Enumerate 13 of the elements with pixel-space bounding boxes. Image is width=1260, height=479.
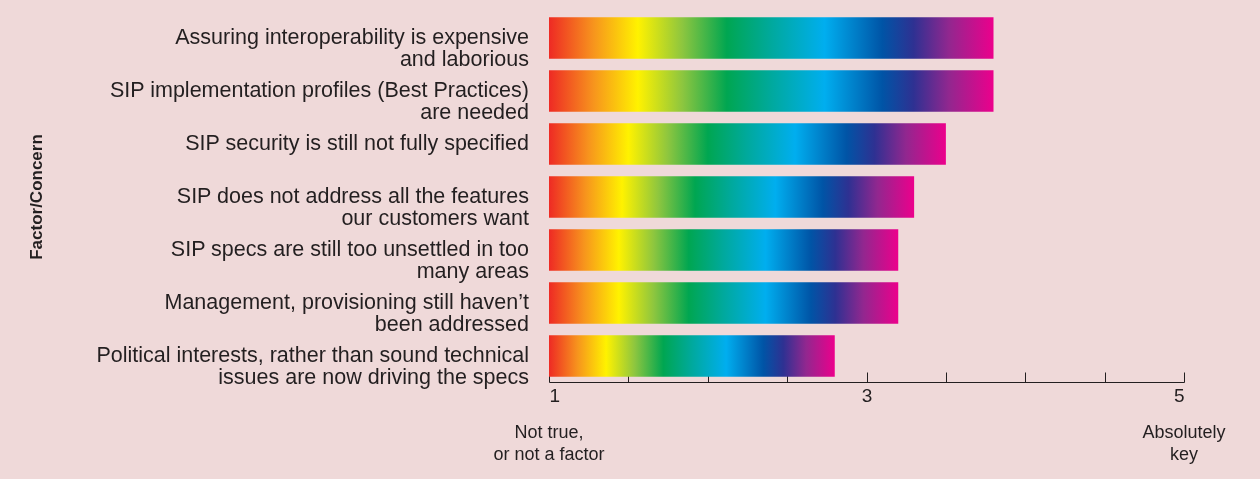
y-tick-label: SIP specs are still too unsettled in too many areas: [170, 237, 530, 284]
x-tick-label: 5: [1173, 384, 1185, 406]
text: Factor/Concern: [27, 134, 46, 260]
y-tick-label: SIP security is still not fully specified: [185, 130, 529, 155]
y-tick-label: SIP does not address all the features our customers want: [176, 184, 530, 230]
y-tick-label: Assuring interoperability is expensive and laborious: [175, 24, 529, 71]
text: Not true, or not a factor: [493, 422, 605, 464]
y-tick-label: Political interests, rather than sound technical issues are now driving the specs: [96, 343, 529, 390]
x-tick-label: 1: [549, 384, 561, 406]
text: Absolutely key: [1142, 422, 1226, 464]
y-tick-label: SIP implementation profiles (Best Practices) are needed: [109, 77, 529, 124]
y-tick-label: Management, provisioning still haven’t been addressed: [164, 290, 530, 337]
x-tick-label: 3: [861, 384, 873, 406]
